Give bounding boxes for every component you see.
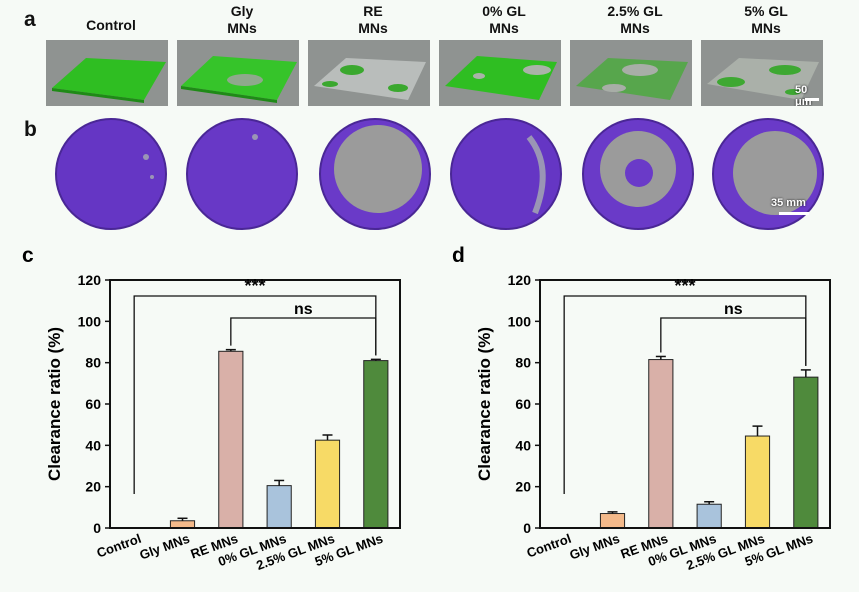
biofilm-3d-re [308, 40, 430, 106]
scale-bar-a [805, 98, 819, 101]
scale-bar-a-label: 50 μm [795, 84, 812, 106]
bar-2 [218, 350, 244, 529]
scale-bar-b [779, 212, 809, 215]
bar-5 [793, 376, 819, 529]
y-tick-label-4: 80 [515, 355, 531, 371]
sig-label-1: ns [724, 301, 743, 318]
plot-frame [109, 279, 401, 529]
col-label-control: Control [86, 17, 136, 33]
y-axis-label: Clearance ratio (%) [45, 327, 64, 481]
col-label-gly: Gly MNs [227, 3, 257, 36]
crystal-violet-dish-5gl: 35 mm [711, 117, 825, 231]
col-label-0gl: 0% GL MNs [482, 3, 526, 36]
y-tick-label-6: 120 [508, 272, 532, 288]
sig-label-0: *** [244, 276, 265, 296]
col-label-2-5gl: 2.5% GL MNs [607, 3, 663, 36]
y-tick-label-0: 0 [93, 520, 101, 536]
biofilm-3d-5gl: 50 μm [701, 40, 823, 106]
sig-bracket-1 [230, 317, 377, 356]
biofilm-3d-2-5gl [570, 40, 692, 106]
bar-3 [266, 485, 292, 529]
crystal-violet-dish-2-5gl [581, 117, 695, 231]
sig-bracket-1 [660, 317, 807, 366]
y-tick-label-5: 100 [78, 313, 102, 329]
y-tick-label-0: 0 [523, 520, 531, 536]
panel-letter-d: d [452, 244, 465, 267]
y-tick-label-1: 20 [515, 479, 531, 495]
bar-3 [696, 503, 722, 529]
col-label-re: RE MNs [358, 3, 388, 36]
y-tick-label-2: 40 [515, 437, 531, 453]
col-label-5gl: 5% GL MNs [744, 3, 788, 36]
bar-5 [363, 360, 389, 529]
bar-1 [169, 520, 196, 529]
x-tick-label-1: Gly MNs [138, 531, 192, 563]
sig-label-0: *** [674, 276, 695, 296]
y-tick-label-3: 60 [515, 396, 531, 412]
x-tick-label-0: Control [95, 531, 144, 561]
crystal-violet-dish-gly [185, 117, 299, 231]
panel-letter-c: c [22, 244, 34, 267]
biofilm-3d-gly [177, 40, 299, 106]
sig-label-1: ns [294, 301, 313, 318]
panel-b-letter: b [24, 118, 37, 141]
bar-1 [599, 513, 626, 529]
crystal-violet-dish-re [318, 117, 432, 231]
y-tick-label-6: 120 [78, 272, 102, 288]
y-tick-label-5: 100 [508, 313, 532, 329]
x-tick-label-1: Gly MNs [568, 531, 622, 563]
bar-2 [648, 359, 674, 529]
crystal-violet-dish-0gl [449, 117, 563, 231]
y-tick-label-3: 60 [85, 396, 101, 412]
y-tick-label-4: 80 [85, 355, 101, 371]
crystal-violet-dish-control [54, 117, 168, 231]
y-axis-label: Clearance ratio (%) [475, 327, 494, 481]
x-tick-label-0: Control [525, 531, 574, 561]
bar-4 [314, 439, 341, 529]
panel-a-letter: a [24, 8, 36, 31]
scale-bar-b-label: 35 mm [771, 197, 806, 209]
biofilm-3d-control [46, 40, 168, 106]
plot-frame [539, 279, 831, 529]
y-tick-label-2: 40 [85, 437, 101, 453]
y-tick-label-1: 20 [85, 479, 101, 495]
bar-4 [744, 435, 771, 529]
biofilm-3d-0gl [439, 40, 561, 106]
